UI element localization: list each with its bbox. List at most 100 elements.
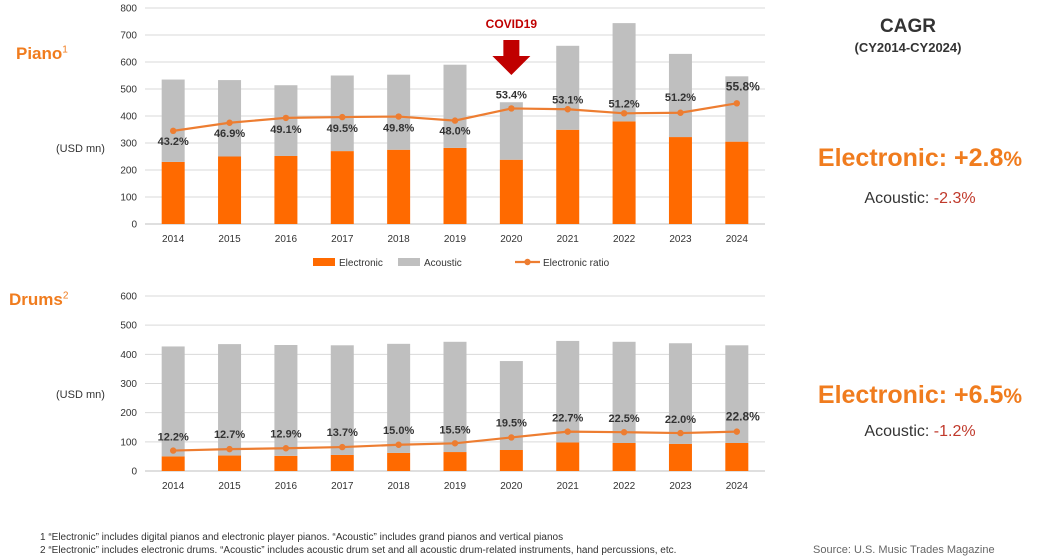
drums-ratio-label: 13.7% [327, 427, 358, 439]
piano-xtick-label: 2022 [613, 234, 636, 245]
piano-xtick-label: 2019 [444, 234, 467, 245]
piano-ratio-point [733, 100, 741, 107]
drums-ratio-point [395, 441, 402, 448]
piano-ratio-point [282, 114, 290, 122]
drums-ratio-label: 12.9% [270, 428, 301, 440]
drums-bar-acoustic [725, 345, 749, 443]
piano-xtick-label: 2016 [275, 234, 298, 245]
piano-bar-electronic [499, 159, 523, 224]
piano-ratio-point [451, 117, 459, 124]
drums-ratio-label: 15.5% [439, 424, 470, 436]
drums-bar-electronic [668, 443, 692, 471]
drums-footnote-ref: 2 [62, 290, 69, 302]
piano-ratio-label: 48.0% [439, 126, 470, 138]
piano-bar-acoustic [556, 45, 580, 130]
piano-ratio-label: 43.2% [158, 136, 189, 148]
covid-arrow-icon [492, 40, 531, 75]
piano-xtick-label: 2024 [726, 234, 749, 245]
drums-bar-electronic [612, 443, 636, 471]
drums-ratio-point [282, 445, 290, 452]
drums-ratio-point [451, 440, 459, 447]
drums-ytick-label: 0 [131, 467, 137, 478]
drums-ratio-label: 22.7% [552, 413, 583, 425]
piano-xtick-label: 2015 [218, 234, 241, 245]
drums-bar-acoustic [330, 345, 354, 455]
piano-ytick-label: 600 [120, 58, 137, 69]
piano-cagr-acoustic: Acoustic: -2.3% [864, 190, 976, 207]
drums-ratio-label: 22.0% [665, 414, 696, 426]
piano-ratio-point [508, 105, 515, 112]
drums-chart: 0 100 200 300 400 500 600 2014 2015 2016 2017 2018 2… [120, 292, 765, 492]
piano-xtick-label: 2023 [669, 234, 692, 245]
drums-unit-label: (USD mn) [56, 389, 105, 401]
drums-ratio-label: 12.7% [214, 429, 245, 441]
piano-bar-electronic [556, 129, 580, 224]
piano-ytick-label: 0 [131, 220, 137, 231]
piano-ytick-label: 400 [120, 112, 137, 123]
drums-xtick-label: 2017 [331, 481, 354, 492]
covid-label: COVID19 [486, 17, 538, 31]
drums-xtick-label: 2021 [557, 481, 580, 492]
piano-bar-electronic [668, 137, 692, 224]
piano-ratio-point [564, 106, 571, 113]
drums-bar-acoustic [668, 343, 692, 444]
drums-xtick-label: 2015 [218, 481, 241, 492]
drums-ratio-point [169, 447, 177, 454]
drums-ratio-point [677, 429, 684, 437]
piano-cagr-electronic: Electronic: +2.8% [817, 144, 1023, 172]
drums-xtick-label: 2019 [444, 481, 467, 492]
piano-bar-acoustic [387, 74, 411, 150]
legend-label-ratio: Electronic ratio [543, 258, 610, 269]
piano-ratio-point [677, 109, 684, 116]
piano-xtick-label: 2018 [388, 234, 411, 245]
drums-bar-electronic [274, 455, 298, 471]
drums-bar-acoustic [161, 346, 185, 457]
drums-xtick-label: 2022 [613, 481, 636, 492]
drums-ratio-point [339, 443, 346, 451]
drums-ytick-label: 400 [120, 350, 137, 361]
piano-bar-acoustic [161, 79, 185, 162]
drums-ratio-label: 19.5% [496, 417, 527, 429]
piano-ytick-label: 500 [120, 85, 137, 96]
drums-ytick-label: 600 [120, 292, 137, 303]
drums-xtick-label: 2024 [726, 481, 749, 492]
legend-swatch-ratio-marker [524, 258, 531, 266]
piano-xtick-label: 2014 [162, 234, 185, 245]
drums-xtick-label: 2016 [275, 481, 298, 492]
piano-bar-electronic [443, 147, 467, 224]
footnote-1: 1 “Electronic” includes digital pianos a… [40, 532, 564, 543]
piano-ratio-label: 49.5% [327, 123, 358, 135]
drums-ratio-point [226, 445, 233, 453]
footnote-2: 2 “Electronic” includes electronic drums… [40, 545, 677, 556]
piano-xtick-label: 2017 [331, 234, 354, 245]
drums-bar-acoustic [499, 361, 523, 450]
piano-bar-acoustic [499, 102, 523, 160]
legend-label-electronic: Electronic [339, 258, 383, 269]
legend-swatch-acoustic [398, 258, 420, 266]
drums-xtick-label: 2018 [388, 481, 411, 492]
source-note: Source: U.S. Music Trades Magazine [813, 544, 995, 556]
drums-ratio-point [508, 434, 515, 441]
piano-title: Piano1 [16, 44, 68, 63]
legend-label-acoustic: Acoustic [424, 258, 462, 269]
drums-ratio-point [733, 428, 741, 435]
piano-ratio-label: 53.1% [552, 94, 583, 106]
piano-xtick-label: 2020 [500, 234, 523, 245]
piano-bar-acoustic [612, 23, 636, 122]
piano-footnote-ref: 1 [62, 44, 68, 56]
piano-unit-label: (USD mn) [56, 143, 105, 155]
piano-ratio-label: 55.8% [726, 79, 760, 93]
drums-bar-acoustic [274, 345, 298, 456]
drums-xtick-label: 2014 [162, 481, 185, 492]
drums-ytick-label: 300 [120, 379, 137, 390]
piano-ratio-label: 49.1% [270, 124, 301, 136]
piano-xtick-label: 2021 [557, 234, 580, 245]
piano-ratio-label: 46.9% [214, 128, 245, 140]
drums-ytick-label: 500 [120, 321, 137, 332]
drums-title: Drums2 [9, 290, 69, 309]
drums-ytick-label: 200 [120, 408, 137, 419]
drums-bar-electronic [387, 452, 411, 471]
covid-annotation: COVID19 [486, 17, 538, 75]
drums-bar-electronic [443, 452, 467, 471]
piano-ytick-label: 100 [120, 193, 137, 204]
